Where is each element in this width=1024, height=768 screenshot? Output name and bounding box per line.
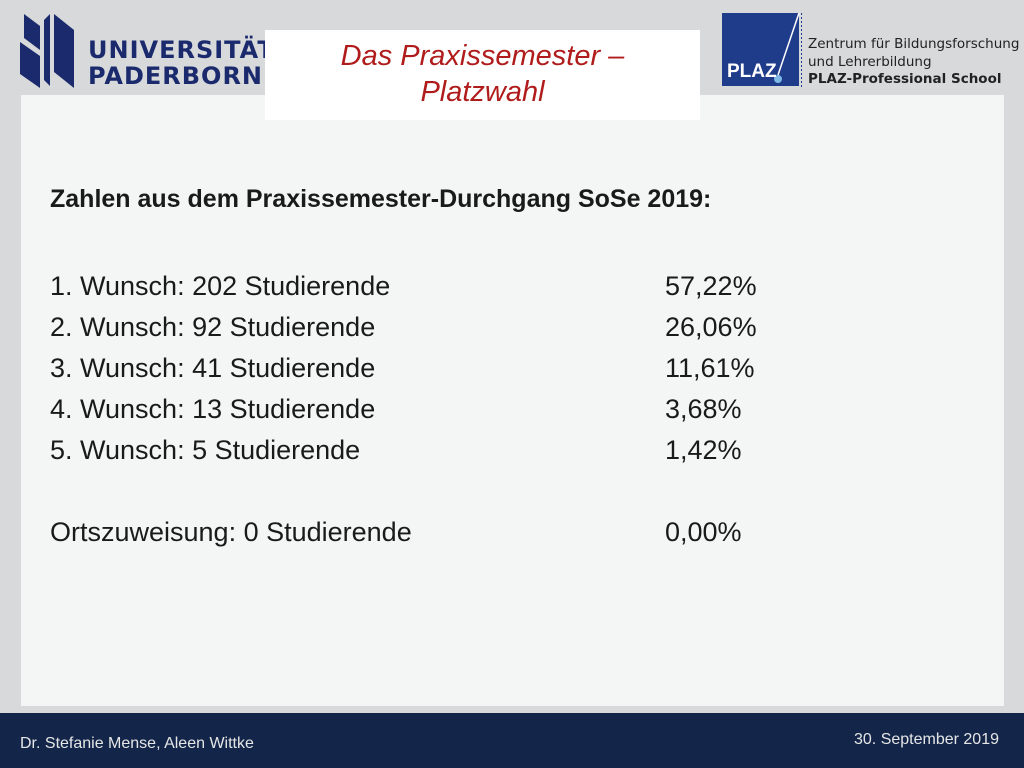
plaz-line1: Zentrum für Bildungsforschung [808, 36, 1020, 52]
wish-list: 1. Wunsch: 202 Studierende 57,22% 2. Wun… [50, 271, 950, 558]
wish-percent: 3,68% [665, 394, 742, 424]
content-heading: Zahlen aus dem Praxissemester-Durchgang … [50, 185, 712, 213]
footer-authors: Dr. Stefanie Mense, Aleen Wittke [20, 735, 254, 752]
wish-percent: 26,06% [665, 312, 757, 342]
wish-percent: 57,22% [665, 271, 757, 301]
page-title: Das Praxissemester – Platzwahl [265, 38, 700, 110]
plaz-abbreviation: PLAZ [727, 61, 777, 82]
page-title-line2: Platzwahl [420, 76, 545, 108]
university-paderborn-logo-icon [20, 14, 74, 88]
wish-label: 3. Wunsch: 41 Studierende [50, 353, 376, 383]
wish-row-5: 5. Wunsch: 5 Studierende 1,42% [50, 435, 950, 476]
plaz-line2: und Lehrerbildung [808, 54, 932, 70]
title-box: Das Praxissemester – Platzwahl [265, 30, 700, 120]
footer-date: 30. September 2019 [854, 731, 999, 748]
summary-row: Ortszuweisung: 0 Studierende 0,00% [50, 517, 950, 558]
wish-row-2: 2. Wunsch: 92 Studierende 26,06% [50, 312, 950, 353]
summary-label: Ortszuweisung: 0 Studierende [50, 517, 412, 547]
footer: Dr. Stefanie Mense, Aleen Wittke 30. Sep… [0, 713, 1024, 768]
university-logo: UNIVERSITÄT PADERBORN [18, 12, 274, 88]
wish-label: 5. Wunsch: 5 Studierende [50, 435, 361, 465]
wish-percent: 11,61% [665, 353, 755, 383]
wish-label: 2. Wunsch: 92 Studierende [50, 312, 376, 342]
wish-label: 1. Wunsch: 202 Studierende [50, 271, 391, 301]
wish-label: 4. Wunsch: 13 Studierende [50, 394, 376, 424]
row-spacer [50, 476, 950, 517]
university-name-line1: UNIVERSITÄT [88, 36, 275, 64]
page-title-line1: Das Praxissemester – [340, 40, 625, 72]
wish-percent: 1,42% [665, 435, 742, 465]
plaz-logo: PLAZ Zentrum für Bildungsforschung und L… [722, 13, 1022, 87]
plaz-line3: PLAZ-Professional School [808, 71, 1002, 87]
wish-row-4: 4. Wunsch: 13 Studierende 3,68% [50, 394, 950, 435]
slide-content: Zahlen aus dem Praxissemester-Durchgang … [21, 95, 1004, 706]
university-name-line2: PADERBORN [88, 62, 264, 90]
plaz-logo-icon [774, 13, 802, 87]
wish-row-1: 1. Wunsch: 202 Studierende 57,22% [50, 271, 950, 312]
summary-percent: 0,00% [665, 517, 742, 547]
wish-row-3: 3. Wunsch: 41 Studierende 11,61% [50, 353, 950, 394]
